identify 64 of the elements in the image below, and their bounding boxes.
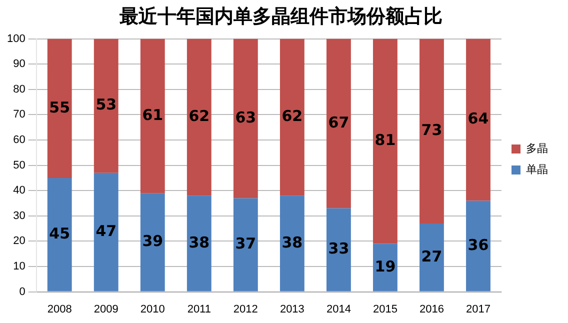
bar: [140, 193, 165, 292]
bar: [186, 196, 212, 292]
data-label: 38: [188, 233, 210, 252]
x-tick-label: 2008: [47, 303, 72, 316]
data-label: 33: [328, 240, 350, 258]
data-label: 63: [235, 108, 256, 126]
bar: [420, 38, 444, 224]
data-label: 36: [468, 236, 489, 254]
bar: [47, 178, 72, 292]
bar: [233, 38, 258, 198]
bar: [186, 38, 212, 196]
data-label: 27: [421, 247, 442, 266]
data-label: 62: [282, 107, 303, 126]
bar: [326, 38, 351, 208]
bar: [466, 200, 490, 292]
y-tick-label: 30: [13, 210, 26, 222]
bar: [94, 172, 118, 292]
bar: [280, 38, 304, 196]
data-label: 62: [188, 107, 210, 126]
data-label: 81: [374, 131, 396, 150]
y-tick-label: 60: [13, 134, 26, 146]
x-tick-label: 2010: [140, 303, 165, 316]
legend-label: 单晶: [526, 163, 548, 176]
legend-label: 多晶: [526, 143, 548, 156]
bar: [466, 38, 490, 201]
data-label: 38: [282, 233, 303, 252]
x-tick-label: 2017: [466, 303, 490, 316]
data-label: 45: [49, 224, 70, 243]
bar: [94, 38, 118, 173]
bar: [326, 208, 351, 292]
x-tick-label: 2015: [372, 303, 398, 316]
x-tick-label: 2009: [94, 303, 118, 316]
y-tick-label: 20: [13, 235, 26, 248]
data-label: 55: [49, 98, 70, 116]
chart-title: 最近十年国内单多晶组件市场份额占比: [118, 5, 442, 28]
bar: [233, 198, 258, 292]
data-label: 64: [468, 110, 489, 128]
data-label: 61: [142, 106, 164, 124]
bar: [140, 38, 165, 194]
data-label: 39: [142, 232, 164, 250]
data-label: 73: [421, 121, 442, 140]
bar: [420, 223, 444, 292]
x-tick-label: 2016: [419, 303, 444, 316]
bar: [280, 196, 304, 292]
bar: [373, 244, 398, 292]
x-tick-label: 2011: [187, 303, 211, 316]
data-label: 37: [235, 234, 256, 253]
y-tick-label: 40: [13, 184, 26, 197]
x-tick-label: 2013: [280, 303, 304, 316]
y-tick-label: 90: [13, 58, 26, 70]
bar: [47, 38, 72, 178]
x-tick-label: 2014: [326, 303, 351, 316]
x-tick-label: 2012: [233, 303, 258, 316]
y-tick-label: 80: [13, 83, 26, 96]
data-label: 53: [96, 96, 117, 114]
data-label: 67: [328, 113, 350, 132]
y-tick-label: 100: [6, 32, 26, 45]
data-label: 19: [374, 257, 396, 276]
y-tick-label: 70: [13, 108, 26, 121]
y-tick-label: 10: [13, 260, 26, 273]
y-tick-label: 0: [19, 286, 26, 298]
y-tick-label: 50: [13, 159, 26, 172]
bar: [373, 38, 398, 244]
data-label: 47: [96, 222, 117, 240]
